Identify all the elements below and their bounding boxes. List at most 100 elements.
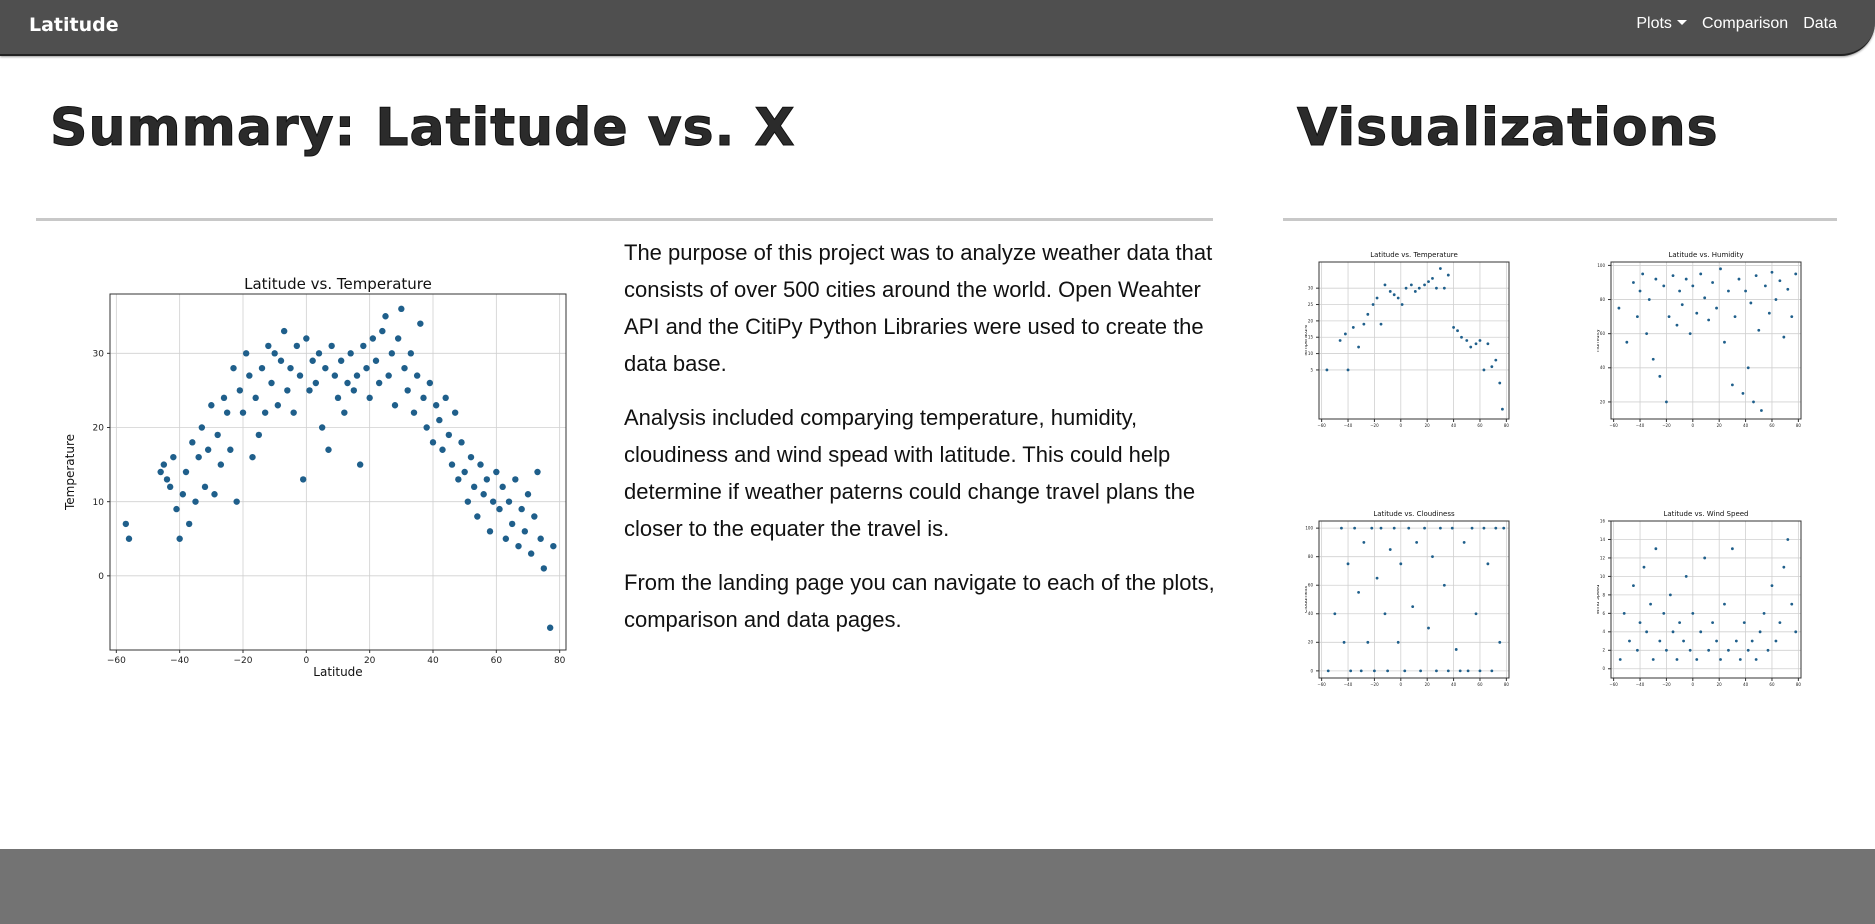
nav-data-link[interactable]: Data xyxy=(1803,15,1837,32)
data-point xyxy=(1375,296,1379,300)
chart-title: Latitude vs. Cloudiness xyxy=(1373,510,1455,518)
data-point xyxy=(1711,621,1714,624)
data-point xyxy=(306,387,313,394)
brand-link[interactable]: Latitude xyxy=(29,14,119,36)
data-point xyxy=(1770,584,1774,588)
data-point xyxy=(534,468,541,476)
x-axis-label: Latitude xyxy=(313,665,362,679)
y-tick-label: 5 xyxy=(1310,367,1313,372)
data-point xyxy=(211,491,218,498)
data-point xyxy=(1684,277,1688,281)
data-point xyxy=(271,350,278,357)
data-point xyxy=(1767,311,1771,315)
data-point xyxy=(1715,639,1718,643)
data-point xyxy=(445,431,453,439)
data-point xyxy=(198,424,206,431)
nav-plots-dropdown[interactable]: Plots xyxy=(1636,15,1687,33)
data-point xyxy=(407,350,415,357)
data-point xyxy=(1346,562,1350,566)
data-point xyxy=(1386,669,1390,673)
data-point xyxy=(296,372,304,379)
data-point xyxy=(363,364,370,372)
thumb-chart: −60 −40 −20 0 20 40 60 80 0 2 4 6 8 10 12 14 16 Latitude … xyxy=(1595,510,1802,696)
data-point xyxy=(1794,272,1798,276)
data-point xyxy=(1707,318,1711,322)
x-tick-label: 60 xyxy=(1769,682,1775,687)
thumb-humidity[interactable]: −60 −40 −20 0 20 40 60 80 20 40 60 80 100 Latitude vs… xyxy=(1595,250,1807,437)
data-point xyxy=(1490,669,1494,673)
data-point xyxy=(1711,281,1714,284)
thumb-temperature[interactable]: −60 −40 −20 0 20 40 60 80 5 10 15 20 25 30 Latitude vs… xyxy=(1303,250,1515,437)
data-point xyxy=(1435,669,1438,673)
data-point xyxy=(442,394,449,402)
x-tick-label: −60 xyxy=(1609,682,1618,687)
summary-text: The purpose of this project was to analy… xyxy=(624,234,1220,655)
data-point xyxy=(249,453,256,461)
data-point xyxy=(1373,669,1376,673)
plot-frame xyxy=(1610,261,1802,420)
nav-links: Plots Comparison Data xyxy=(1636,15,1837,33)
data-point xyxy=(1766,648,1770,652)
thumb-wind-speed[interactable]: −60 −40 −20 0 20 40 60 80 0 2 4 6 8 10 12 14 16 Latitude … xyxy=(1595,509,1807,696)
y-axis-label: Wind Speed xyxy=(1597,585,1601,615)
data-point xyxy=(1754,274,1758,278)
x-tick-label: −40 xyxy=(1344,423,1353,428)
data-point xyxy=(1423,283,1426,287)
data-point xyxy=(1501,407,1504,411)
data-point xyxy=(1654,277,1658,281)
data-point xyxy=(1762,611,1766,615)
latitude-vs-temperature-plot[interactable]: −60 −40 −20 0 20 40 60 80 0 10 20 30 Latitude vs. Te… xyxy=(60,268,580,688)
data-point xyxy=(1730,383,1734,387)
y-tick-label: 80 xyxy=(1600,297,1606,302)
data-point xyxy=(1409,283,1413,287)
data-point xyxy=(496,505,503,513)
data-point xyxy=(293,342,301,350)
y-tick-label: 60 xyxy=(1308,583,1314,588)
data-point xyxy=(1435,286,1438,290)
data-point xyxy=(246,372,253,379)
data-point xyxy=(265,342,272,350)
data-point xyxy=(1778,279,1782,283)
data-point xyxy=(1727,648,1730,652)
x-tick-label: 80 xyxy=(1796,423,1802,428)
thumb-cloudiness[interactable]: −60 −40 −20 0 20 40 60 80 0 20 40 60 80 100 Latitude v… xyxy=(1303,509,1515,696)
data-point xyxy=(1786,287,1790,291)
data-point xyxy=(499,483,506,491)
data-point xyxy=(521,528,529,535)
data-point xyxy=(489,498,497,505)
data-point xyxy=(341,409,348,416)
data-point xyxy=(182,468,190,476)
y-tick-label: 10 xyxy=(1308,351,1314,356)
x-tick-label: 80 xyxy=(1796,682,1802,687)
data-point xyxy=(223,409,231,416)
data-point xyxy=(1658,374,1662,378)
y-tick-label: 100 xyxy=(1305,526,1313,531)
data-point xyxy=(398,305,405,313)
data-point xyxy=(1675,323,1679,327)
data-point xyxy=(192,498,199,505)
data-point xyxy=(1671,274,1675,278)
data-point xyxy=(391,402,399,409)
x-tick-label: 80 xyxy=(1504,682,1510,687)
data-point xyxy=(1388,548,1392,551)
data-point xyxy=(322,364,329,372)
main-scatter-chart: −60 −40 −20 0 20 40 60 80 0 10 20 30 Latitude vs. Te… xyxy=(63,275,567,679)
data-point xyxy=(1498,640,1502,644)
data-point xyxy=(1403,669,1407,673)
data-point xyxy=(375,379,383,387)
y-tick-label: 10 xyxy=(1600,574,1606,579)
y-tick-label: 0 xyxy=(1310,668,1313,673)
data-point xyxy=(1482,368,1486,372)
thumb-chart: −60 −40 −20 0 20 40 60 80 5 10 15 20 25 30 Latitude vs… xyxy=(1303,251,1510,437)
data-point xyxy=(1695,658,1699,661)
data-point xyxy=(1625,340,1629,344)
data-point xyxy=(524,491,532,498)
nav-comparison-link[interactable]: Comparison xyxy=(1701,15,1789,32)
y-tick-label: 2 xyxy=(1602,648,1605,653)
data-point xyxy=(1667,315,1671,319)
data-point xyxy=(369,335,377,342)
data-point xyxy=(404,387,411,394)
data-point xyxy=(1774,639,1778,643)
y-axis-label: Temperature xyxy=(63,434,77,511)
data-point xyxy=(1349,669,1353,673)
